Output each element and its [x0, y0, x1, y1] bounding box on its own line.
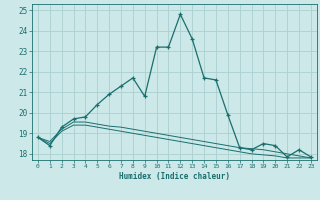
- X-axis label: Humidex (Indice chaleur): Humidex (Indice chaleur): [119, 172, 230, 181]
